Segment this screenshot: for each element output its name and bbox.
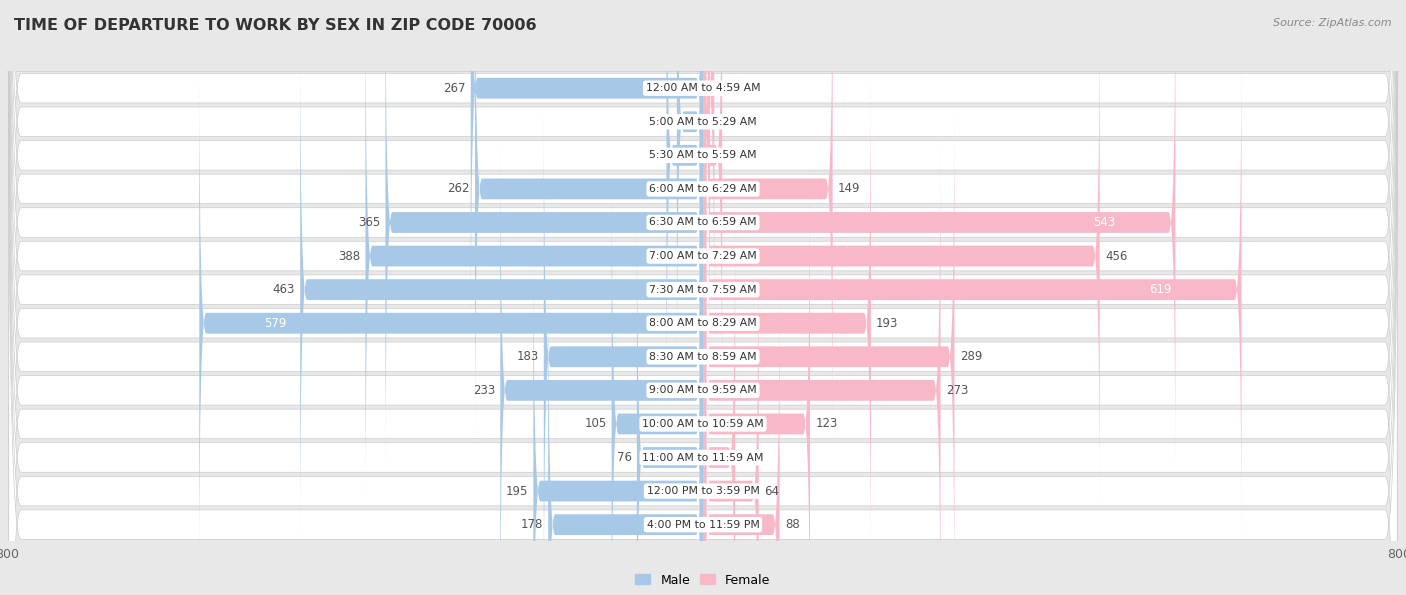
Text: 273: 273 xyxy=(946,384,969,397)
Text: TIME OF DEPARTURE TO WORK BY SEX IN ZIP CODE 70006: TIME OF DEPARTURE TO WORK BY SEX IN ZIP … xyxy=(14,18,537,33)
FancyBboxPatch shape xyxy=(8,0,1398,595)
Text: 267: 267 xyxy=(443,82,465,95)
FancyBboxPatch shape xyxy=(8,0,1398,595)
FancyBboxPatch shape xyxy=(703,199,735,595)
FancyBboxPatch shape xyxy=(501,132,703,595)
Text: 10:00 AM to 10:59 AM: 10:00 AM to 10:59 AM xyxy=(643,419,763,429)
Text: 289: 289 xyxy=(960,350,981,364)
Text: 42: 42 xyxy=(647,149,661,162)
FancyBboxPatch shape xyxy=(8,36,1398,595)
Text: 463: 463 xyxy=(273,283,295,296)
Text: 88: 88 xyxy=(785,518,800,531)
Text: 9:00 AM to 9:59 AM: 9:00 AM to 9:59 AM xyxy=(650,386,756,395)
FancyBboxPatch shape xyxy=(8,0,1398,595)
FancyBboxPatch shape xyxy=(8,0,1398,595)
Text: 13: 13 xyxy=(720,82,734,95)
Text: 8:00 AM to 8:29 AM: 8:00 AM to 8:29 AM xyxy=(650,318,756,328)
Text: 365: 365 xyxy=(359,216,380,229)
Text: 195: 195 xyxy=(506,484,529,497)
FancyBboxPatch shape xyxy=(703,0,1099,514)
FancyBboxPatch shape xyxy=(703,32,1241,548)
Text: 543: 543 xyxy=(1094,216,1115,229)
Text: 4:00 PM to 11:59 PM: 4:00 PM to 11:59 PM xyxy=(647,519,759,530)
FancyBboxPatch shape xyxy=(200,65,703,581)
Legend: Male, Female: Male, Female xyxy=(630,569,776,591)
FancyBboxPatch shape xyxy=(8,0,1398,577)
Text: 8:30 AM to 8:59 AM: 8:30 AM to 8:59 AM xyxy=(650,352,756,362)
Text: 233: 233 xyxy=(472,384,495,397)
FancyBboxPatch shape xyxy=(703,65,870,581)
Text: 7:00 AM to 7:29 AM: 7:00 AM to 7:29 AM xyxy=(650,251,756,261)
Text: Source: ZipAtlas.com: Source: ZipAtlas.com xyxy=(1274,18,1392,28)
FancyBboxPatch shape xyxy=(8,0,1398,543)
FancyBboxPatch shape xyxy=(8,0,1398,595)
FancyBboxPatch shape xyxy=(703,267,779,595)
Text: 11:00 AM to 11:59 AM: 11:00 AM to 11:59 AM xyxy=(643,453,763,462)
FancyBboxPatch shape xyxy=(703,99,955,595)
Text: 5:00 AM to 5:29 AM: 5:00 AM to 5:29 AM xyxy=(650,117,756,127)
Text: 178: 178 xyxy=(520,518,543,531)
FancyBboxPatch shape xyxy=(703,0,723,414)
FancyBboxPatch shape xyxy=(8,2,1398,595)
Text: 456: 456 xyxy=(1105,249,1128,262)
FancyBboxPatch shape xyxy=(703,0,714,346)
Text: 105: 105 xyxy=(583,418,606,430)
FancyBboxPatch shape xyxy=(676,0,703,380)
Text: 8: 8 xyxy=(716,115,723,129)
FancyBboxPatch shape xyxy=(703,0,1175,481)
Text: 193: 193 xyxy=(876,317,898,330)
Text: 30: 30 xyxy=(657,115,672,129)
Text: 6:30 AM to 6:59 AM: 6:30 AM to 6:59 AM xyxy=(650,218,756,227)
Text: 12:00 PM to 3:59 PM: 12:00 PM to 3:59 PM xyxy=(647,486,759,496)
FancyBboxPatch shape xyxy=(475,0,703,447)
Text: 619: 619 xyxy=(1150,283,1173,296)
Text: 7:30 AM to 7:59 AM: 7:30 AM to 7:59 AM xyxy=(650,284,756,295)
Text: 388: 388 xyxy=(337,249,360,262)
FancyBboxPatch shape xyxy=(703,132,941,595)
Text: 76: 76 xyxy=(617,451,631,464)
Text: 149: 149 xyxy=(838,183,860,195)
FancyBboxPatch shape xyxy=(8,0,1398,595)
FancyBboxPatch shape xyxy=(703,0,832,447)
Text: 12:00 AM to 4:59 AM: 12:00 AM to 4:59 AM xyxy=(645,83,761,93)
FancyBboxPatch shape xyxy=(301,32,703,548)
FancyBboxPatch shape xyxy=(544,99,703,595)
Text: 579: 579 xyxy=(264,317,285,330)
Text: 123: 123 xyxy=(815,418,838,430)
Text: 262: 262 xyxy=(447,183,470,195)
Text: 64: 64 xyxy=(763,484,779,497)
Text: 183: 183 xyxy=(516,350,538,364)
FancyBboxPatch shape xyxy=(612,166,703,595)
FancyBboxPatch shape xyxy=(637,199,703,595)
FancyBboxPatch shape xyxy=(471,0,703,346)
FancyBboxPatch shape xyxy=(703,0,710,380)
Text: 6:00 AM to 6:29 AM: 6:00 AM to 6:29 AM xyxy=(650,184,756,194)
FancyBboxPatch shape xyxy=(703,166,810,595)
FancyBboxPatch shape xyxy=(703,233,759,595)
Text: 37: 37 xyxy=(741,451,755,464)
FancyBboxPatch shape xyxy=(8,0,1398,595)
Text: 22: 22 xyxy=(727,149,742,162)
FancyBboxPatch shape xyxy=(385,0,703,481)
Text: 5:30 AM to 5:59 AM: 5:30 AM to 5:59 AM xyxy=(650,151,756,160)
FancyBboxPatch shape xyxy=(666,0,703,414)
FancyBboxPatch shape xyxy=(548,267,703,595)
FancyBboxPatch shape xyxy=(8,70,1398,595)
FancyBboxPatch shape xyxy=(533,233,703,595)
FancyBboxPatch shape xyxy=(366,0,703,514)
FancyBboxPatch shape xyxy=(8,0,1398,595)
FancyBboxPatch shape xyxy=(8,0,1398,595)
